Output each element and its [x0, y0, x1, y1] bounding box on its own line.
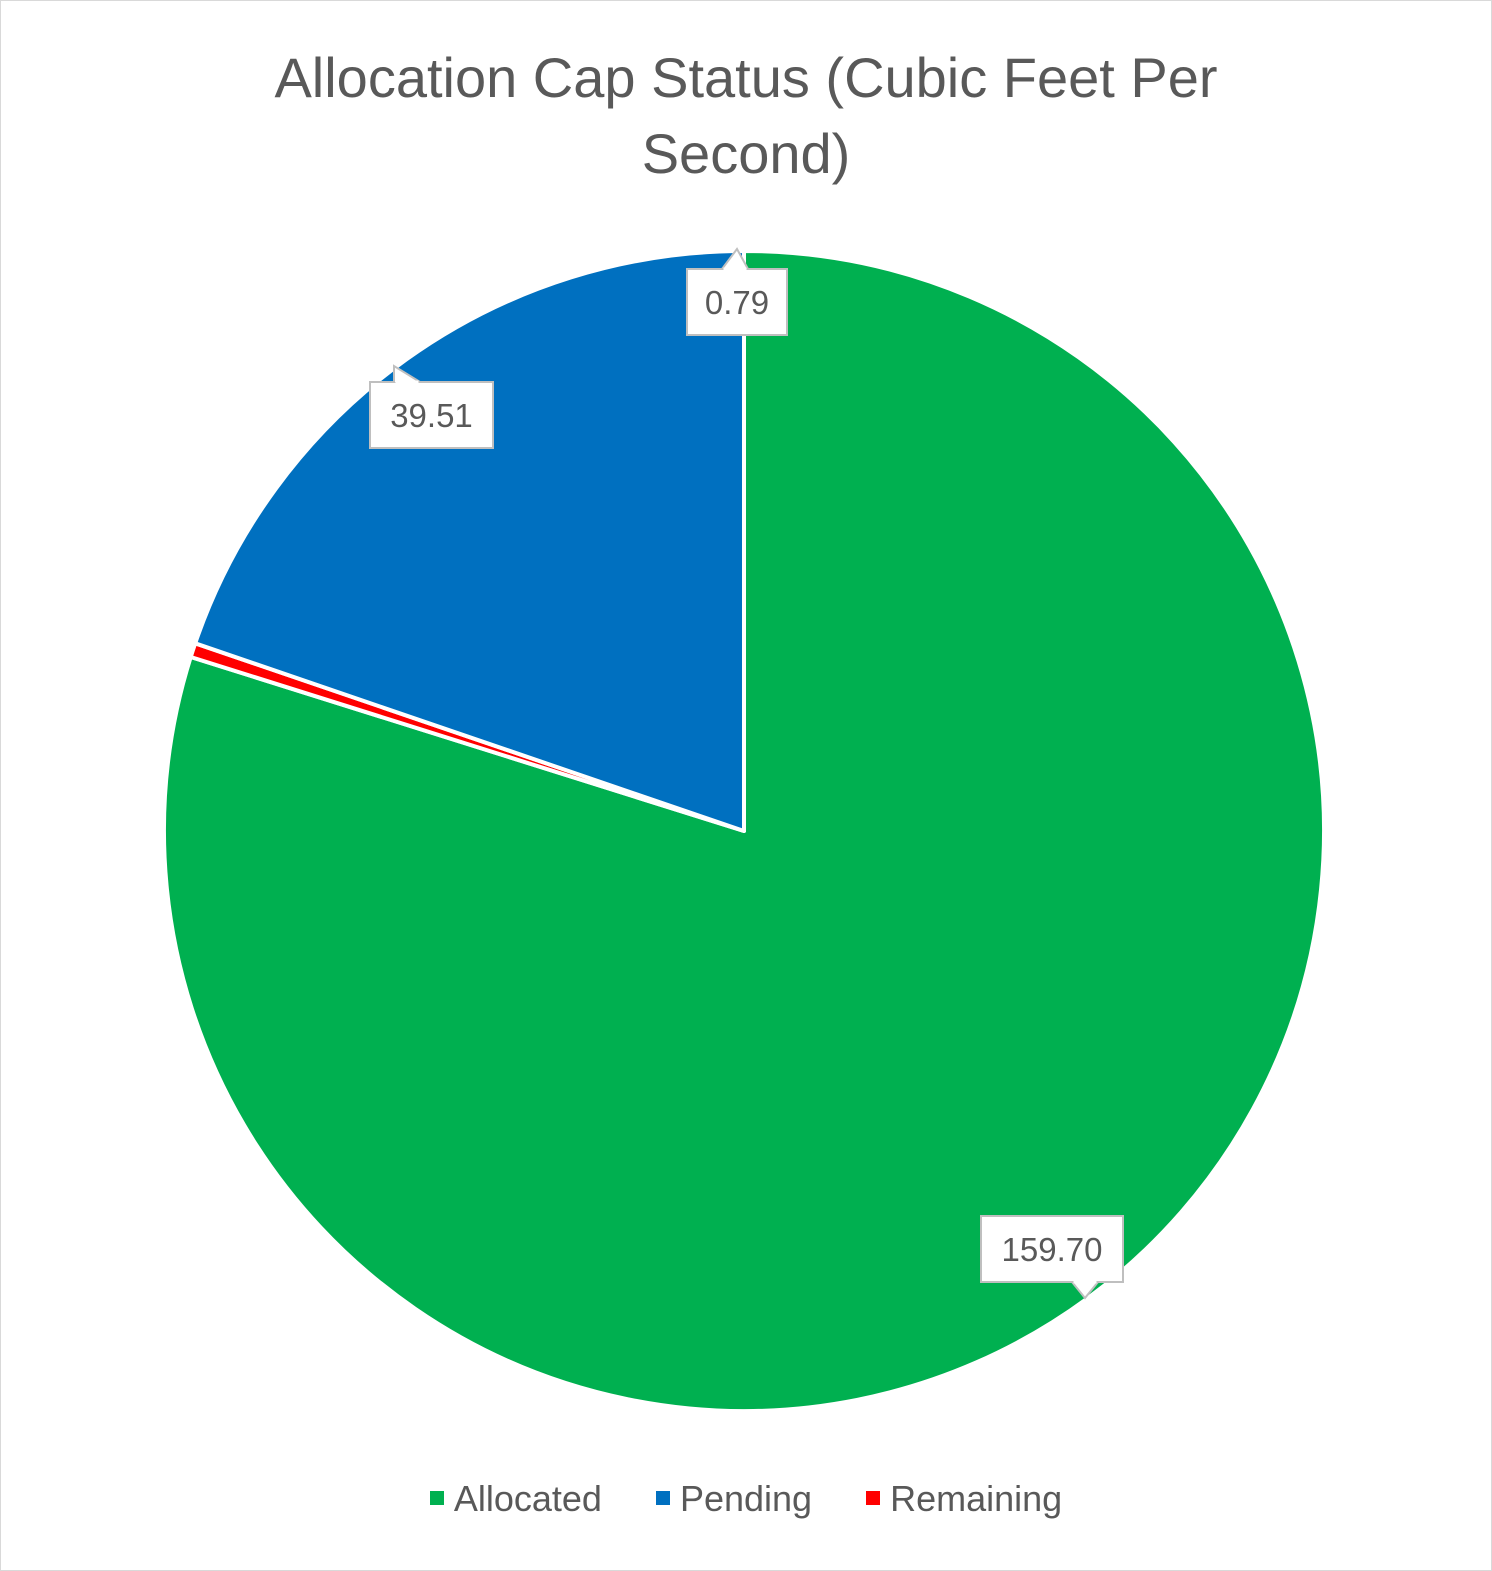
- legend-swatch-allocated: [429, 1491, 444, 1506]
- legend-label-allocated: Allocated: [453, 1478, 602, 1519]
- chart-title: Allocation Cap Status (Cubic Feet Per Se…: [0, 40, 1492, 192]
- data-label-pending: 39.51: [369, 364, 494, 449]
- data-label-box-pending: [369, 381, 494, 449]
- chart-title-line-1: Allocation Cap Status (Cubic Feet Per: [274, 46, 1218, 109]
- legend-swatch-pending: [655, 1491, 670, 1506]
- data-label-pointer-remaining: [721, 247, 749, 270]
- legend-swatch-remaining: [866, 1491, 881, 1506]
- data-labels: 159.70 0.79 39.51: [369, 247, 1124, 1300]
- data-label-text-pending: 39.51: [390, 397, 473, 434]
- pie-slice-allocated[interactable]: [162, 249, 1326, 1413]
- data-label-allocated: 159.70: [980, 1215, 1124, 1300]
- data-label-pointer-pending: [393, 364, 421, 383]
- legend-item-remaining[interactable]: Remaining: [866, 1478, 1062, 1520]
- legend-item-pending[interactable]: Pending: [655, 1478, 813, 1520]
- data-label-box-remaining: [686, 268, 788, 336]
- pie-slice-pending[interactable]: [193, 249, 746, 833]
- legend-label-pending: Pending: [679, 1478, 813, 1519]
- chart-title-line-2: Second): [641, 122, 851, 185]
- data-label-text-remaining: 0.79: [705, 284, 769, 321]
- pie-slices: [162, 249, 1326, 1413]
- data-label-box-allocated: [980, 1215, 1124, 1283]
- legend-label-remaining: Remaining: [890, 1478, 1063, 1519]
- legend: Allocated Pending Remaining: [0, 1478, 1492, 1520]
- legend-item-allocated[interactable]: Allocated: [429, 1478, 602, 1520]
- data-label-remaining: 0.79: [686, 247, 788, 336]
- data-label-pointer-allocated: [1071, 1281, 1099, 1300]
- data-label-text-allocated: 159.70: [1002, 1231, 1103, 1268]
